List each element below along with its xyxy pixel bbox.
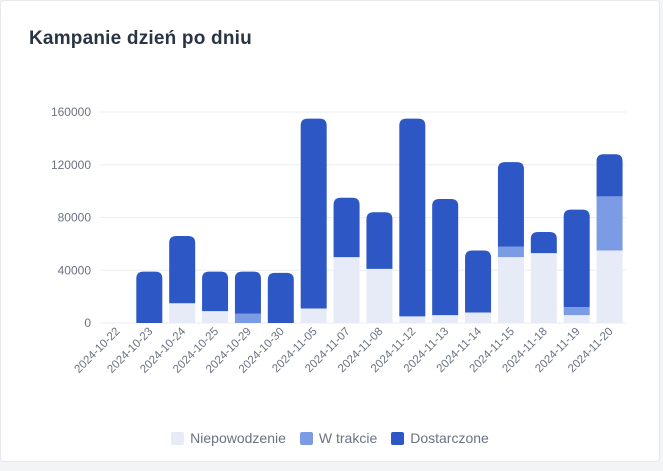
legend-item[interactable]: W trakcie bbox=[299, 430, 378, 446]
legend-label: W trakcie bbox=[318, 430, 378, 446]
bar-segment bbox=[267, 272, 294, 323]
bar-segment bbox=[366, 268, 393, 323]
chart-card: Kampanie dzień po dniu bbox=[0, 0, 660, 462]
y-tick-label: 0 bbox=[84, 316, 91, 330]
bar-segment bbox=[202, 311, 229, 323]
bar-segment bbox=[136, 271, 163, 323]
legend-swatch bbox=[171, 431, 185, 445]
y-tick-label: 40000 bbox=[58, 263, 92, 277]
legend-swatch bbox=[391, 431, 405, 445]
bar-segment bbox=[300, 308, 327, 323]
y-tick-label: 80000 bbox=[58, 211, 92, 225]
legend-item[interactable]: Dostarczone bbox=[391, 430, 489, 446]
legend-swatch bbox=[299, 431, 313, 445]
legend-item[interactable]: Niepowodzenie bbox=[171, 430, 286, 446]
bar-segment bbox=[563, 307, 590, 316]
bar-segment bbox=[530, 253, 557, 323]
y-tick-label: 160000 bbox=[51, 105, 91, 119]
bar-segment bbox=[596, 196, 623, 251]
bar-segment bbox=[202, 271, 229, 312]
bar-segment bbox=[465, 312, 492, 323]
bar-segment bbox=[465, 250, 492, 313]
bar-segment bbox=[432, 199, 459, 316]
stacked-bar-chart: 040000800001200001600002024-10-222024-10… bbox=[51, 105, 626, 376]
y-tick-label: 120000 bbox=[51, 158, 91, 172]
bar-segment bbox=[596, 250, 623, 323]
bar-segment bbox=[399, 118, 426, 317]
bar-segment bbox=[333, 197, 360, 258]
legend-label: Dostarczone bbox=[410, 430, 489, 446]
chart-legend: Niepowodzenie W trakcie Dostarczone bbox=[0, 430, 660, 446]
legend-label: Niepowodzenie bbox=[190, 430, 286, 446]
chart-title: Kampanie dzień po dniu bbox=[29, 28, 252, 49]
bar-segment bbox=[333, 257, 360, 323]
bar-segment bbox=[530, 232, 557, 254]
bar-segment bbox=[563, 209, 590, 308]
bar-segment bbox=[366, 212, 393, 269]
bar-segment bbox=[300, 118, 327, 309]
bar-segment bbox=[497, 162, 524, 247]
bar-segment bbox=[234, 271, 261, 314]
bar-segment bbox=[234, 313, 261, 323]
bar-segment bbox=[432, 315, 459, 323]
bar-segment bbox=[497, 246, 524, 258]
bar-segment bbox=[596, 154, 623, 197]
bar-segment bbox=[399, 316, 426, 323]
bar-segment bbox=[563, 315, 590, 323]
bar-segment bbox=[497, 257, 524, 323]
bar-segment bbox=[169, 303, 196, 323]
bar-segment bbox=[169, 235, 196, 304]
